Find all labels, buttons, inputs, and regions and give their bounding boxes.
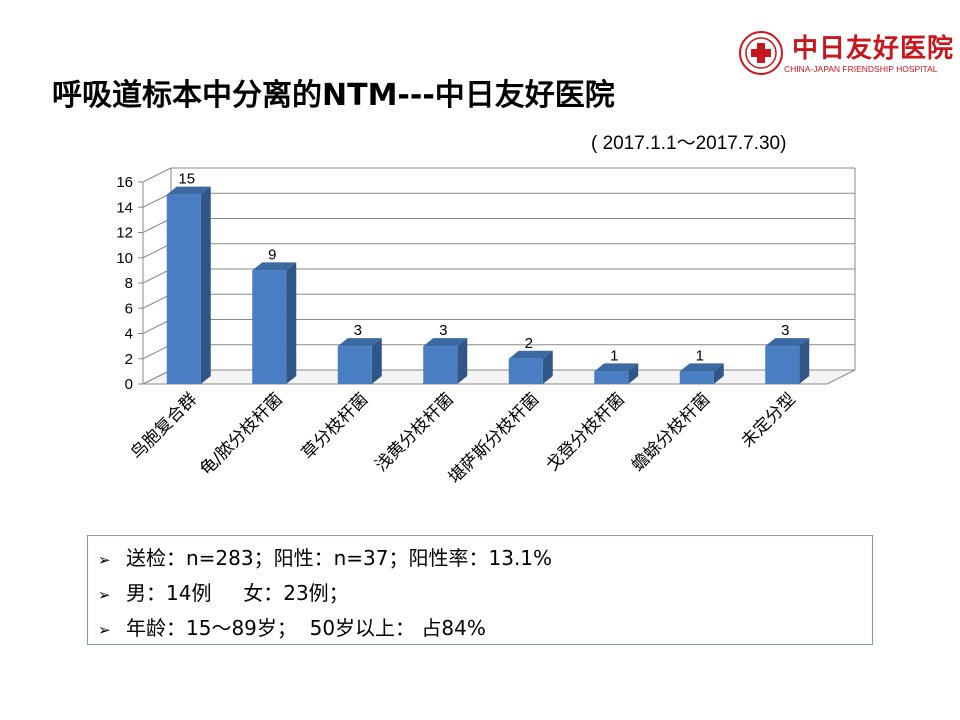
hospital-emblem-icon — [739, 31, 783, 75]
x-tick-label: 未定分型 — [738, 389, 800, 451]
summary-text: 男：14例 女：23例； — [126, 581, 349, 605]
gridline — [142, 369, 172, 385]
bar-side — [628, 363, 639, 384]
bar-front — [679, 371, 714, 384]
bar-top — [423, 338, 468, 347]
x-tick-label: 戈登分枝杆菌 — [543, 389, 629, 475]
bar-front — [337, 346, 372, 384]
gridline — [142, 268, 172, 284]
y-tick-label: 10 — [116, 250, 133, 267]
bar — [252, 262, 297, 384]
chart-bars — [166, 186, 810, 384]
summary-line-gender: ➢ 男：14例 女：23例； — [88, 576, 872, 611]
y-tick-label: 8 — [125, 275, 133, 292]
summary-text: 送检：n=283；阳性：n=37；阳性率：13.1% — [126, 546, 553, 570]
x-tick-label: 龟/脓分枝杆菌 — [196, 389, 286, 479]
bar-top — [252, 262, 297, 271]
chart-floor — [142, 369, 856, 385]
y-tick-label: 0 — [125, 376, 133, 393]
bar-top — [166, 186, 211, 195]
bar-front — [252, 270, 287, 384]
bar — [166, 186, 211, 384]
y-tick-label: 6 — [125, 300, 133, 317]
arrow-bullet-icon: ➢ — [98, 551, 111, 569]
bar — [765, 338, 810, 384]
bar-front — [423, 346, 458, 384]
summary-line-tests: ➢ 送检：n=283；阳性：n=37；阳性率：13.1% — [88, 541, 872, 576]
page-title: 呼吸道标本中分离的NTM---中日友好医院 — [52, 78, 615, 113]
bar — [594, 363, 639, 384]
bar-side — [799, 338, 810, 384]
y-axis: 0 2 4 6 8 10 12 14 16 — [116, 174, 143, 393]
gridline — [142, 293, 172, 309]
bar — [508, 350, 553, 384]
x-tick-label: 蟾蜍分枝杆菌 — [628, 389, 714, 475]
gridline — [142, 218, 172, 233]
bar-side — [200, 186, 211, 384]
bar-front — [765, 346, 800, 384]
data-label: 2 — [525, 335, 533, 352]
bar-front — [508, 358, 543, 384]
data-label: 1 — [696, 347, 704, 364]
y-tick-label: 2 — [125, 351, 133, 368]
bar-front — [594, 371, 629, 384]
bar — [337, 338, 382, 384]
x-tick-label: 草分枝杆菌 — [298, 389, 372, 463]
chart-grid — [142, 167, 856, 385]
data-label: 9 — [268, 246, 276, 263]
y-tick-label: 14 — [116, 199, 133, 216]
bar-side — [286, 262, 297, 384]
arrow-bullet-icon: ➢ — [98, 621, 111, 639]
bar-top — [508, 350, 553, 359]
summary-box: ➢ 送检：n=283；阳性：n=37；阳性率：13.1% ➢ 男：14例 女：23例… — [87, 535, 873, 645]
bar-side — [371, 338, 382, 384]
bar — [679, 363, 724, 384]
gridline — [142, 344, 172, 360]
summary-line-age: ➢ 年龄：15～89岁； 50岁以上： 占84% — [88, 611, 872, 646]
logo-name-cn: 中日友好医院 — [792, 34, 955, 64]
gridline — [142, 243, 172, 259]
x-tick-label: 浅黄分枝杆菌 — [372, 389, 458, 475]
hospital-logo: 中日友好医院 CHINA-JAPAN FRIENDSHIP HOSPITAL — [734, 26, 953, 82]
data-label: 3 — [439, 322, 447, 339]
arrow-bullet-icon: ➢ — [98, 586, 111, 604]
date-range: ( 2017.1.1～2017.7.30) — [591, 133, 787, 154]
bar-top — [679, 363, 724, 372]
data-label: 1 — [610, 347, 618, 364]
summary-text: 年龄：15～89岁； 50岁以上： 占84% — [126, 616, 486, 640]
bar-front — [166, 194, 201, 384]
data-label: 15 — [178, 171, 195, 188]
bar-side — [713, 363, 724, 384]
bar-top — [765, 338, 810, 347]
data-label: 3 — [781, 322, 789, 339]
bar — [423, 338, 468, 384]
y-tick-label: 4 — [125, 326, 133, 343]
data-label: 3 — [354, 322, 362, 339]
gridline — [142, 319, 172, 334]
x-tick-label: 堪萨斯分枝杆菌 — [445, 389, 543, 487]
bar-side — [457, 338, 468, 384]
gridline — [142, 192, 172, 208]
logo-name-en: CHINA-JAPAN FRIENDSHIP HOSPITAL — [784, 64, 938, 74]
y-tick-label: 16 — [116, 174, 133, 191]
bar-side — [542, 350, 553, 384]
bar-top — [337, 338, 382, 347]
x-tick-label: 鸟胞复合群 — [127, 389, 201, 463]
y-tick-label: 12 — [116, 225, 133, 242]
bar-top — [594, 363, 639, 372]
gridline — [142, 167, 172, 183]
